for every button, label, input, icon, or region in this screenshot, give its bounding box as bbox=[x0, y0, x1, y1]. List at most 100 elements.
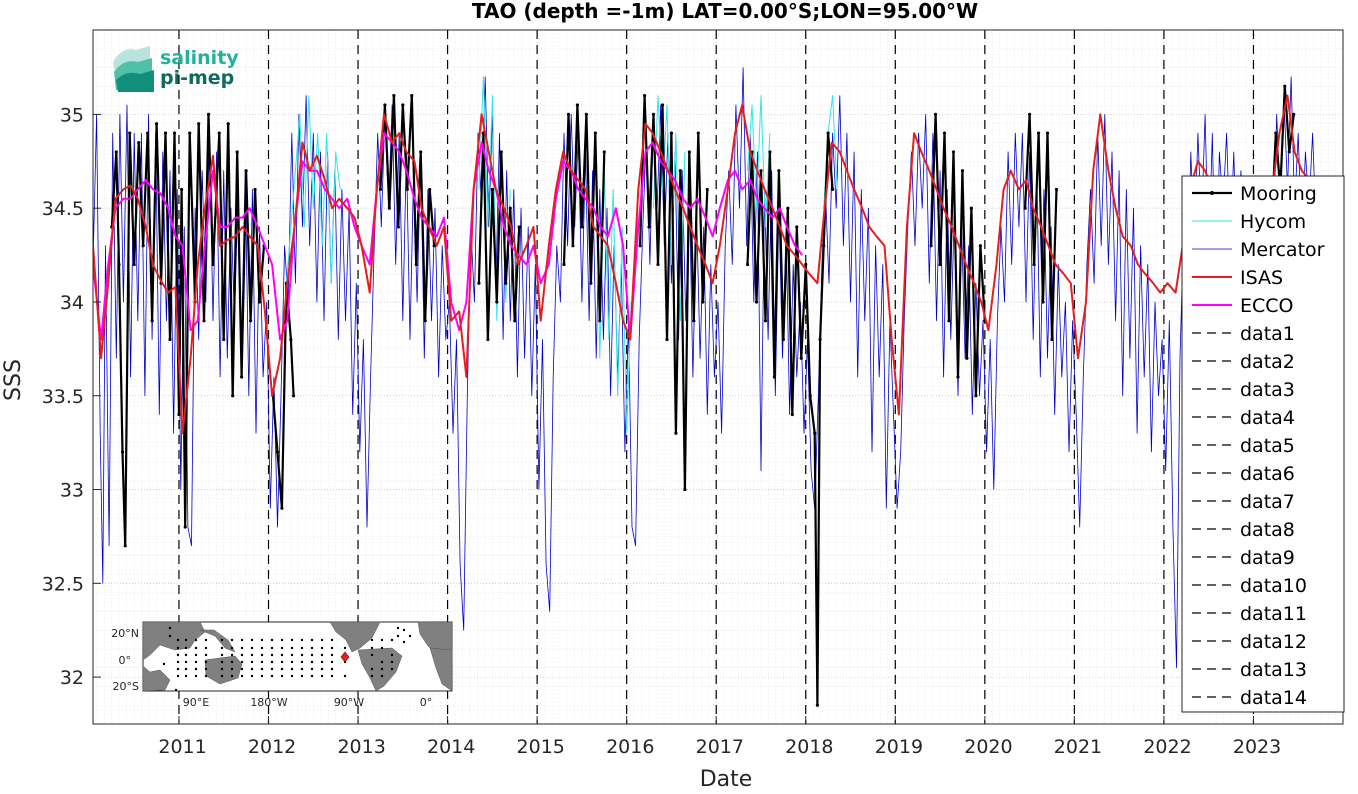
inset-mooring-dot bbox=[310, 667, 314, 671]
mooring-point bbox=[566, 112, 571, 117]
inset-mooring-dot bbox=[162, 662, 166, 666]
inset-mooring-dot bbox=[370, 674, 374, 678]
mooring-point bbox=[117, 262, 121, 267]
mooring-point bbox=[513, 319, 517, 323]
series-mercator bbox=[93, 67, 1317, 669]
mooring-point bbox=[701, 300, 705, 304]
mooring-point bbox=[1023, 206, 1027, 210]
x-tick-label: 2018 bbox=[785, 736, 833, 758]
mooring-point bbox=[656, 262, 660, 267]
mooring-point bbox=[248, 319, 253, 323]
inset-mooring-dot bbox=[270, 660, 274, 664]
mooring-point bbox=[978, 244, 982, 248]
legend-label: data7 bbox=[1240, 491, 1295, 513]
inset-xtick-180w: 180°W bbox=[250, 696, 287, 709]
mooring-point bbox=[768, 150, 772, 154]
mooring-point bbox=[745, 262, 750, 267]
logo-wave-icon bbox=[113, 46, 154, 92]
legend-label: data14 bbox=[1240, 687, 1307, 709]
inset-mooring-dot bbox=[184, 638, 188, 642]
mooring-point bbox=[947, 319, 951, 323]
inset-mooring-dot bbox=[380, 674, 384, 678]
y-tick-label: 33 bbox=[60, 480, 84, 502]
mooring-location-marker bbox=[340, 651, 350, 663]
inset-mooring-dot bbox=[230, 653, 234, 657]
legend-label: data9 bbox=[1240, 547, 1295, 569]
x-tick-label: 2019 bbox=[875, 736, 923, 758]
inset-mooring-dot bbox=[390, 638, 394, 642]
mooring-point bbox=[754, 300, 759, 304]
inset-mooring-dot bbox=[290, 674, 294, 678]
mooring-point bbox=[795, 225, 799, 229]
mooring-point bbox=[188, 131, 192, 135]
mooring-point bbox=[387, 206, 391, 210]
mooring-point bbox=[206, 112, 211, 117]
inset-mooring-dot bbox=[370, 646, 374, 650]
inset-map: 20°N 0° 20°S 90°E 180°W 90°W 0° bbox=[111, 621, 453, 709]
inset-mooring-dot bbox=[330, 660, 334, 664]
mooring-point bbox=[405, 187, 409, 192]
mooring-point bbox=[705, 187, 709, 192]
inset-mooring-dot bbox=[330, 638, 334, 642]
mooring-point bbox=[486, 337, 490, 342]
logo-text-line1: salinity bbox=[160, 47, 239, 69]
y-tick-label: 32 bbox=[60, 667, 84, 689]
inset-ytick-20n: 20°N bbox=[111, 627, 139, 640]
logo-text-line2: pi-mep bbox=[160, 67, 234, 89]
mooring-point bbox=[818, 337, 822, 342]
inset-mooring-dot bbox=[230, 638, 234, 642]
inset-mooring-dot bbox=[320, 653, 324, 657]
mooring-point bbox=[137, 140, 141, 145]
inset-ytick-0: 0° bbox=[119, 654, 132, 667]
series-line-mooring bbox=[110, 113, 266, 547]
series-layer bbox=[93, 67, 1318, 707]
inset-mooring-dot bbox=[280, 646, 284, 650]
inset-mooring-dot bbox=[290, 653, 294, 657]
mooring-point bbox=[969, 206, 974, 210]
inset-mooring-dot bbox=[204, 638, 208, 642]
legend-label: data13 bbox=[1240, 659, 1307, 681]
inset-mooring-dot bbox=[396, 626, 400, 630]
series-line-mooring bbox=[477, 132, 521, 341]
x-tick-label: 2017 bbox=[696, 736, 744, 758]
mooring-point bbox=[1045, 131, 1050, 135]
mooring-point bbox=[222, 337, 226, 342]
land-masses bbox=[142, 621, 453, 692]
inset-mooring-dot bbox=[310, 660, 314, 664]
inset-mooring-dot bbox=[390, 653, 394, 657]
inset-mooring-dot bbox=[280, 638, 284, 642]
mooring-point bbox=[410, 94, 414, 98]
inset-mooring-dot bbox=[396, 634, 400, 638]
inset-ytick-20s: 20°S bbox=[113, 680, 139, 693]
inset-mooring-dot bbox=[370, 667, 374, 671]
series-line-mooring bbox=[562, 103, 606, 322]
mooring-point bbox=[172, 131, 177, 135]
mooring-point bbox=[660, 103, 665, 107]
mooring-point bbox=[253, 187, 257, 192]
mooring-point bbox=[423, 319, 427, 323]
legend: Mooring Hycom Mercator ISAS ECCO data1 data2 da… bbox=[1181, 175, 1345, 713]
inset-mooring-dot bbox=[240, 653, 244, 657]
inset-mooring-dot bbox=[270, 674, 274, 678]
mooring-point bbox=[1028, 112, 1032, 117]
mooring-point bbox=[575, 103, 580, 107]
inset-mooring-dot bbox=[380, 646, 384, 650]
mooring-point bbox=[678, 169, 682, 173]
mooring-point bbox=[401, 103, 405, 107]
mooring-point bbox=[428, 187, 432, 192]
inset-mooring-dot bbox=[204, 674, 208, 678]
inset-mooring-dot bbox=[402, 640, 406, 644]
inset-mooring-dot bbox=[310, 646, 314, 650]
mooring-point bbox=[826, 131, 830, 135]
mooring-point bbox=[593, 131, 597, 135]
x-tick-label: 2020 bbox=[964, 736, 1012, 758]
inset-mooring-dot bbox=[176, 646, 180, 650]
mooring-point bbox=[815, 703, 819, 707]
y-tick-label: 34 bbox=[60, 292, 84, 314]
y-tick-label: 33.5 bbox=[42, 386, 84, 408]
x-tick-label: 2014 bbox=[427, 736, 475, 758]
inset-mooring-dot bbox=[168, 626, 172, 630]
mooring-point bbox=[508, 206, 512, 210]
mooring-point bbox=[244, 169, 248, 173]
